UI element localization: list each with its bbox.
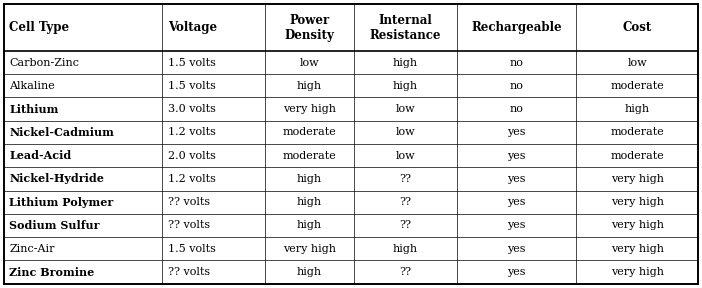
Text: no: no [510, 81, 524, 91]
Text: ?? volts: ?? volts [168, 221, 210, 230]
Text: no: no [510, 58, 524, 67]
Text: moderate: moderate [611, 151, 664, 161]
Text: Lithium: Lithium [9, 104, 58, 115]
Text: yes: yes [507, 127, 526, 137]
Text: ??: ?? [399, 197, 411, 207]
Text: very high: very high [611, 244, 664, 254]
Text: Sodium Sulfur: Sodium Sulfur [9, 220, 100, 231]
Text: Nickel-Cadmium: Nickel-Cadmium [9, 127, 114, 138]
Text: 1.5 volts: 1.5 volts [168, 58, 216, 67]
Text: yes: yes [507, 174, 526, 184]
Text: Voltage: Voltage [168, 21, 217, 34]
Text: Zinc Bromine: Zinc Bromine [9, 266, 94, 278]
Text: low: low [628, 58, 647, 67]
Text: yes: yes [507, 151, 526, 161]
Text: very high: very high [611, 267, 664, 277]
Text: high: high [297, 81, 322, 91]
Text: low: low [395, 127, 415, 137]
Text: very high: very high [611, 197, 664, 207]
Text: moderate: moderate [282, 151, 336, 161]
Text: 1.2 volts: 1.2 volts [168, 127, 216, 137]
Text: yes: yes [507, 197, 526, 207]
Text: ??: ?? [399, 267, 411, 277]
Text: Rechargeable: Rechargeable [471, 21, 562, 34]
Text: yes: yes [507, 244, 526, 254]
Text: very high: very high [283, 244, 336, 254]
Text: high: high [392, 81, 418, 91]
Text: 1.2 volts: 1.2 volts [168, 174, 216, 184]
Text: moderate: moderate [611, 127, 664, 137]
Text: 2.0 volts: 2.0 volts [168, 151, 216, 161]
Text: very high: very high [283, 104, 336, 114]
Text: ?? volts: ?? volts [168, 197, 210, 207]
Text: high: high [392, 244, 418, 254]
Text: no: no [510, 104, 524, 114]
Text: high: high [392, 58, 418, 67]
Text: low: low [300, 58, 319, 67]
Text: Carbon-Zinc: Carbon-Zinc [9, 58, 79, 67]
Text: moderate: moderate [282, 127, 336, 137]
Text: ??: ?? [399, 174, 411, 184]
Text: high: high [297, 174, 322, 184]
Text: ?? volts: ?? volts [168, 267, 210, 277]
Text: moderate: moderate [611, 81, 664, 91]
Text: high: high [625, 104, 650, 114]
Text: Lead-Acid: Lead-Acid [9, 150, 72, 161]
Text: ??: ?? [399, 221, 411, 230]
Text: 1.5 volts: 1.5 volts [168, 244, 216, 254]
Text: Lithium Polymer: Lithium Polymer [9, 197, 114, 208]
Text: yes: yes [507, 267, 526, 277]
Text: high: high [297, 197, 322, 207]
Text: Zinc-Air: Zinc-Air [9, 244, 55, 254]
Text: very high: very high [611, 221, 664, 230]
Text: very high: very high [611, 174, 664, 184]
Text: Cell Type: Cell Type [9, 21, 69, 34]
Text: Cost: Cost [623, 21, 652, 34]
Text: high: high [297, 267, 322, 277]
Text: Nickel-Hydride: Nickel-Hydride [9, 173, 104, 184]
Text: 1.5 volts: 1.5 volts [168, 81, 216, 91]
Text: low: low [395, 104, 415, 114]
Text: low: low [395, 151, 415, 161]
Text: 3.0 volts: 3.0 volts [168, 104, 216, 114]
Text: Power
Density: Power Density [284, 14, 334, 41]
Text: high: high [297, 221, 322, 230]
Text: Alkaline: Alkaline [9, 81, 55, 91]
Text: yes: yes [507, 221, 526, 230]
Text: Internal
Resistance: Internal Resistance [369, 14, 441, 41]
